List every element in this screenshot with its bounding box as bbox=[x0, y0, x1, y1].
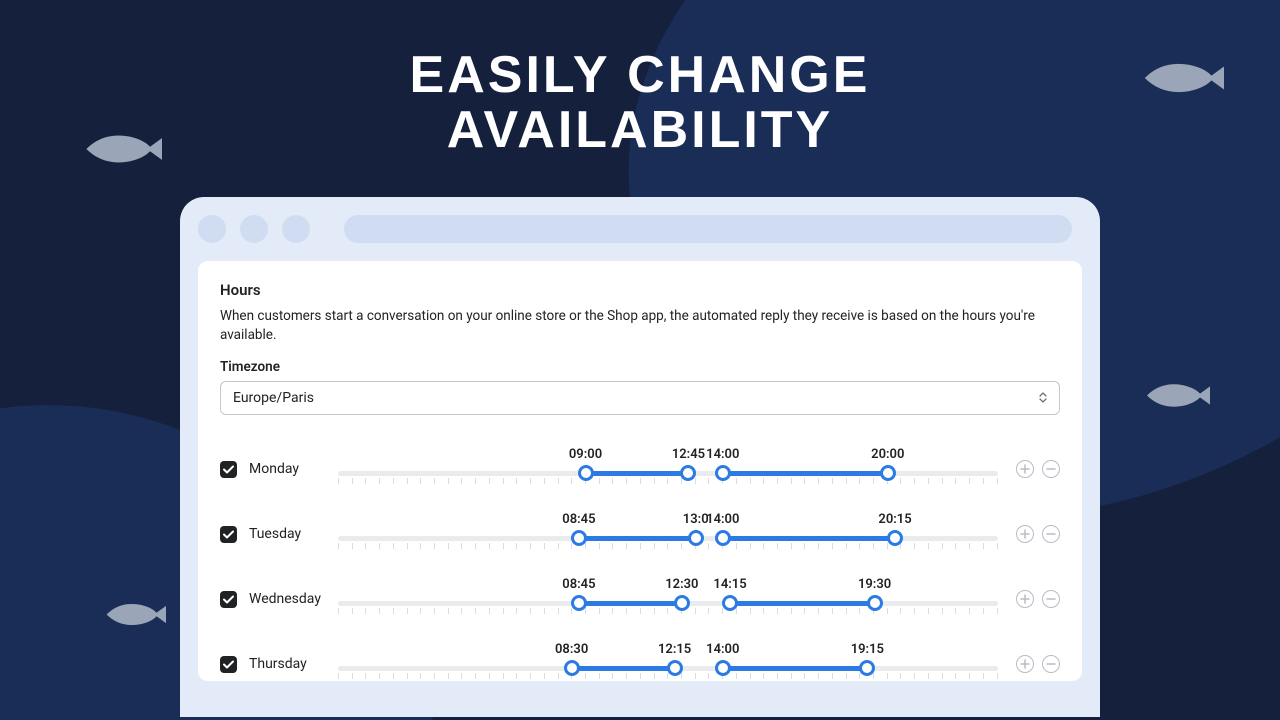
day-toggle: Wednesday bbox=[220, 591, 338, 608]
slider-ticks bbox=[338, 608, 998, 614]
slider-ticks bbox=[338, 478, 998, 484]
range-end-label: 12:15 bbox=[658, 642, 691, 657]
range-start-handle[interactable] bbox=[715, 530, 731, 546]
day-row: Tuesday 08:45 13:014:00 20:15 bbox=[220, 502, 1060, 567]
range-start-handle[interactable] bbox=[564, 660, 580, 676]
range-start-label: 09:00 bbox=[569, 447, 602, 462]
day-row: Wednesday 08:45 12:30 14:15 19:30 bbox=[220, 567, 1060, 632]
row-actions bbox=[1016, 655, 1060, 673]
range-start-label: 08:45 bbox=[562, 577, 595, 592]
day-toggle: Monday bbox=[220, 461, 338, 478]
range-end-handle[interactable] bbox=[680, 465, 696, 481]
day-label: Tuesday bbox=[249, 526, 301, 542]
add-range-button[interactable] bbox=[1016, 655, 1034, 673]
add-range-button[interactable] bbox=[1016, 525, 1034, 543]
range-start-label: 08:45 bbox=[562, 512, 595, 527]
range-end-handle[interactable] bbox=[880, 465, 896, 481]
timezone-select[interactable]: Europe/Paris bbox=[220, 381, 1060, 415]
browser-titlebar bbox=[198, 215, 1082, 243]
headline: EASILY CHANGE AVAILABILITY bbox=[0, 0, 1280, 157]
row-actions bbox=[1016, 590, 1060, 608]
day-checkbox[interactable] bbox=[220, 526, 237, 543]
row-actions bbox=[1016, 525, 1060, 543]
range-start-label: 14:00 bbox=[706, 447, 739, 462]
range-start-handle[interactable] bbox=[722, 595, 738, 611]
remove-range-button[interactable] bbox=[1042, 590, 1060, 608]
range-start-handle[interactable] bbox=[578, 465, 594, 481]
range-start-label: 14:00 bbox=[706, 512, 739, 527]
time-range[interactable] bbox=[723, 666, 868, 671]
day-checkbox[interactable] bbox=[220, 461, 237, 478]
remove-range-button[interactable] bbox=[1042, 460, 1060, 478]
time-range[interactable] bbox=[579, 601, 682, 606]
range-start-label: 14:15 bbox=[713, 577, 746, 592]
range-start-handle[interactable] bbox=[571, 530, 587, 546]
range-start-handle[interactable] bbox=[715, 465, 731, 481]
day-toggle: Thursday bbox=[220, 656, 338, 673]
availability-slider[interactable]: 09:00 12:4514:00 20:00 bbox=[338, 447, 998, 491]
remove-range-button[interactable] bbox=[1042, 655, 1060, 673]
range-start-handle[interactable] bbox=[715, 660, 731, 676]
range-end-handle[interactable] bbox=[667, 660, 683, 676]
availability-slider[interactable]: 08:45 13:014:00 20:15 bbox=[338, 512, 998, 556]
add-range-button[interactable] bbox=[1016, 460, 1034, 478]
remove-range-button[interactable] bbox=[1042, 525, 1060, 543]
range-start-label: 08:30 bbox=[555, 642, 588, 657]
range-end-handle[interactable] bbox=[887, 530, 903, 546]
url-bar[interactable] bbox=[344, 215, 1072, 243]
day-label: Thursday bbox=[249, 656, 307, 672]
window-dot bbox=[282, 215, 310, 243]
section-title: Hours bbox=[220, 281, 1060, 299]
row-actions bbox=[1016, 460, 1060, 478]
time-range[interactable] bbox=[572, 666, 675, 671]
window-dot bbox=[198, 215, 226, 243]
range-end-handle[interactable] bbox=[859, 660, 875, 676]
range-start-handle[interactable] bbox=[571, 595, 587, 611]
range-end-handle[interactable] bbox=[688, 530, 704, 546]
range-end-label: 12:45 bbox=[672, 447, 705, 462]
slider-ticks bbox=[338, 673, 998, 679]
time-range[interactable] bbox=[586, 471, 689, 476]
day-checkbox[interactable] bbox=[220, 656, 237, 673]
range-end-label: 12:30 bbox=[665, 577, 698, 592]
headline-line: AVAILABILITY bbox=[0, 103, 1280, 158]
fish-icon bbox=[1140, 378, 1210, 413]
day-row: Monday 09:00 12:4514:00 20:00 bbox=[220, 437, 1060, 502]
range-end-label: 20:00 bbox=[871, 447, 904, 462]
hours-panel: Hours When customers start a conversatio… bbox=[198, 261, 1082, 681]
range-start-label: 14:00 bbox=[706, 642, 739, 657]
section-description: When customers start a conversation on y… bbox=[220, 307, 1060, 345]
day-label: Monday bbox=[249, 461, 299, 477]
timezone-label: Timezone bbox=[220, 359, 1060, 375]
time-range[interactable] bbox=[723, 471, 888, 476]
window-dot bbox=[240, 215, 268, 243]
timezone-value: Europe/Paris bbox=[233, 390, 314, 406]
availability-slider[interactable]: 08:30 12:15 14:00 19:15 bbox=[338, 642, 998, 686]
range-end-label: 13:0 bbox=[683, 512, 709, 527]
range-end-label: 19:15 bbox=[851, 642, 884, 657]
headline-line: EASILY CHANGE bbox=[0, 48, 1280, 103]
availability-slider[interactable]: 08:45 12:30 14:15 19:30 bbox=[338, 577, 998, 621]
time-range[interactable] bbox=[730, 601, 875, 606]
range-end-handle[interactable] bbox=[674, 595, 690, 611]
time-range[interactable] bbox=[723, 536, 895, 541]
range-end-handle[interactable] bbox=[867, 595, 883, 611]
day-toggle: Tuesday bbox=[220, 526, 338, 543]
range-end-label: 20:15 bbox=[878, 512, 911, 527]
day-checkbox[interactable] bbox=[220, 591, 237, 608]
time-range[interactable] bbox=[579, 536, 696, 541]
day-label: Wednesday bbox=[249, 591, 321, 607]
fish-icon bbox=[100, 598, 166, 631]
range-end-label: 19:30 bbox=[858, 577, 891, 592]
add-range-button[interactable] bbox=[1016, 590, 1034, 608]
day-row: Thursday 08:30 12:15 14:00 19:15 bbox=[220, 632, 1060, 697]
browser-window: Hours When customers start a conversatio… bbox=[180, 197, 1100, 717]
select-arrows-icon bbox=[1039, 392, 1047, 403]
